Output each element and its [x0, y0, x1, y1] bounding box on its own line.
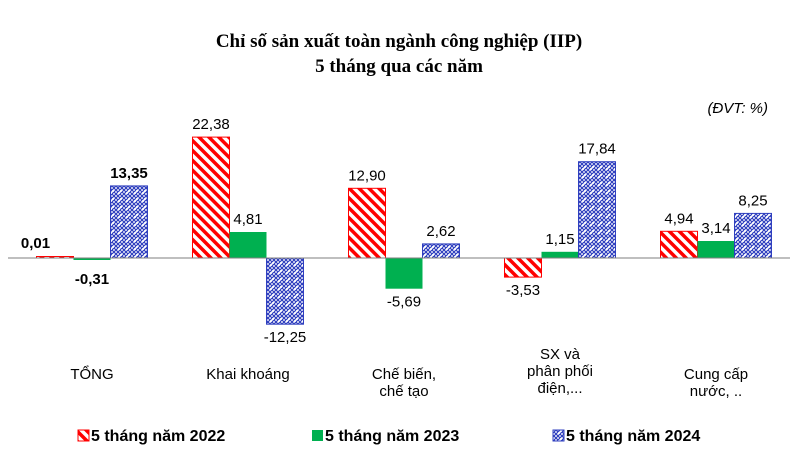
data-label-series2-cat3: -5,69	[387, 294, 421, 311]
unit-note: (ĐVT: %)	[707, 100, 768, 117]
bar-series3-cat4	[578, 161, 616, 259]
category-label-2-line1: Khai khoáng	[206, 366, 289, 383]
data-label-series2-cat1: -0,31	[75, 271, 109, 288]
bar-series1-cat4	[504, 257, 542, 278]
category-label-5-line2: nước, ..	[690, 383, 742, 400]
bar-series2-cat5	[697, 241, 735, 258]
bar-series2-cat3	[385, 258, 423, 289]
data-label-series1-cat2: 22,38	[192, 116, 230, 133]
bar-series1-cat5	[660, 230, 698, 259]
legend-swatch-3	[552, 429, 565, 442]
bars-group	[36, 136, 772, 325]
chart-subtitle: 5 tháng qua các năm	[315, 56, 483, 77]
bar-series2-cat4	[541, 251, 579, 258]
data-label-series3-cat5: 8,25	[738, 192, 767, 209]
bar-series3-cat5	[734, 212, 772, 259]
data-label-series1-cat1: 0,01	[21, 235, 50, 252]
data-label-series1-cat4: -3,53	[506, 282, 540, 299]
legend-label-1: 5 tháng năm 2022	[91, 428, 225, 445]
legend-label-3: 5 tháng năm 2024	[566, 428, 700, 445]
category-label-4-line1: SX và	[540, 346, 581, 363]
data-label-series2-cat4: 1,15	[545, 231, 574, 248]
category-label-4-line2: phân phối	[527, 363, 593, 380]
bar-series2-cat2	[229, 232, 267, 258]
data-label-series2-cat5: 3,14	[701, 220, 730, 237]
legend: 5 tháng năm 2022 5 tháng năm 2023 5 tháng …	[77, 428, 700, 445]
data-label-series1-cat3: 12,90	[348, 167, 386, 184]
category-labels-group: TỔNG Khai khoáng Chế biến,chế tạo SX vàphân…	[70, 346, 748, 400]
category-label-4-line3: điện,...	[537, 380, 582, 397]
bar-series3-cat1	[110, 185, 148, 259]
legend-swatch-2	[312, 430, 323, 441]
data-label-series3-cat4: 17,84	[578, 141, 616, 158]
category-label-5-line1: Cung cấp	[684, 366, 748, 383]
category-label-3-line2: chế tạo	[379, 383, 428, 400]
bar-series3-cat3	[422, 243, 460, 259]
category-label-3-line1: Chế biến,	[372, 366, 436, 383]
data-label-series3-cat3: 2,62	[426, 223, 455, 240]
data-labels-group: 0,01 -0,31 13,35 22,38 4,81 -12,25 12,90 -5,69 2…	[21, 116, 768, 346]
chart-title: Chỉ số sản xuất toàn ngành công nghiệp (…	[216, 31, 582, 52]
bar-series1-cat2	[192, 136, 230, 259]
bar-series1-cat3	[348, 187, 386, 259]
category-label-1-line1: TỔNG	[70, 365, 113, 383]
data-label-series2-cat2: 4,81	[233, 211, 262, 228]
data-label-series3-cat1: 13,35	[110, 165, 148, 182]
data-label-series1-cat5: 4,94	[664, 210, 693, 227]
bar-series3-cat2	[266, 257, 304, 325]
legend-label-2: 5 tháng năm 2023	[325, 428, 459, 445]
legend-swatch-1	[77, 429, 90, 442]
bar-series2-cat1	[73, 258, 111, 260]
data-label-series3-cat2: -12,25	[264, 329, 307, 346]
